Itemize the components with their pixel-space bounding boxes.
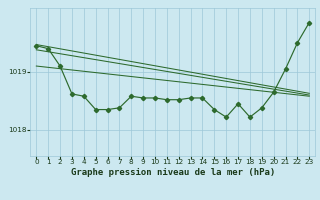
X-axis label: Graphe pression niveau de la mer (hPa): Graphe pression niveau de la mer (hPa)	[71, 168, 275, 177]
